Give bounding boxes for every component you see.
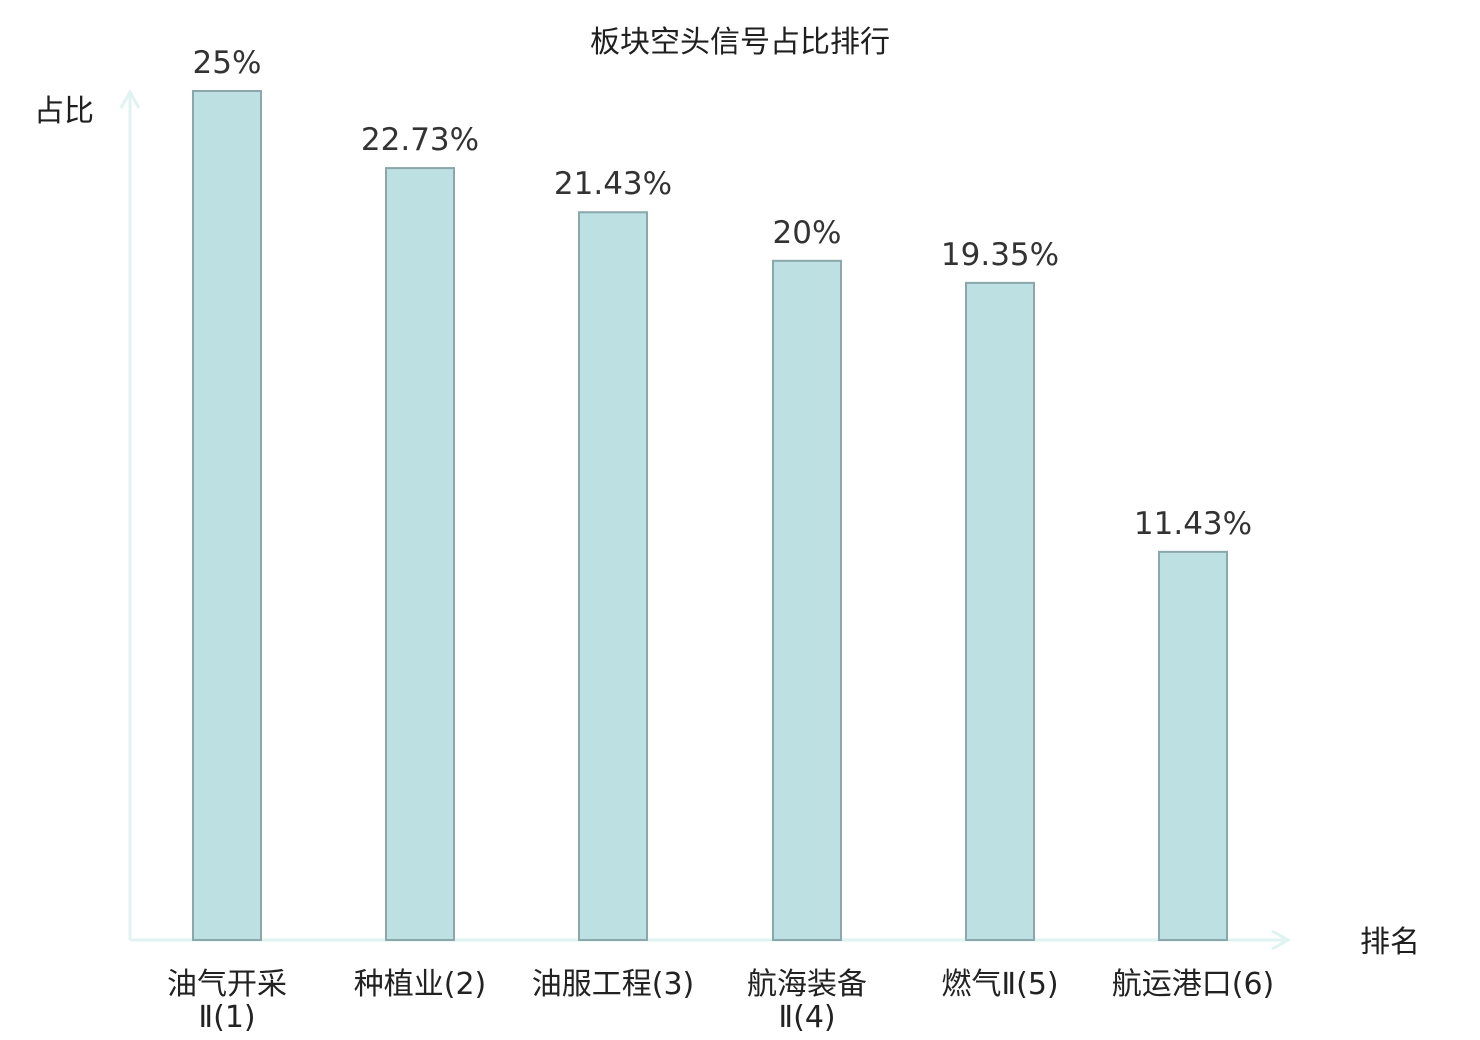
value-label-5: 19.35% [941, 237, 1059, 273]
value-label-2: 22.73% [361, 122, 479, 158]
y-axis-label: 占比 [34, 94, 94, 129]
axes-group [119, 88, 1292, 951]
x-tick-label-3-line-1: 油服工程(3) [532, 967, 695, 1002]
x-tick-label-4-line-1: 航海装备 [747, 967, 867, 1002]
bar-3 [578, 211, 648, 942]
x-tick-label-6-line-1: 航运港口(6) [1112, 967, 1275, 1002]
x-tick-label-1-line-1: 油气开采 [167, 967, 287, 1002]
x-axis-label: 排名 [1360, 925, 1420, 960]
value-label-6: 11.43% [1134, 506, 1252, 542]
value-label-1: 25% [193, 45, 262, 81]
bar-5 [965, 281, 1035, 941]
x-tick-label-2-line-1: 种植业(2) [354, 967, 487, 1002]
chart-title: 板块空头信号占比排行 [590, 25, 890, 60]
value-labels-group: 25% 22.73% 21.43% 20% 19.35% 11.43% [193, 45, 1253, 542]
bar-6 [1158, 550, 1228, 942]
value-label-3: 21.43% [554, 166, 672, 202]
x-tick-label-5-line-1: 燃气Ⅱ(5) [941, 967, 1058, 1002]
value-label-4: 20% [773, 215, 842, 251]
x-tick-label-4-line-2: Ⅱ(4) [778, 1000, 835, 1035]
y-axis-arrow-icon [119, 88, 141, 109]
bar-4 [772, 259, 842, 941]
x-axis-arrow-icon [1271, 929, 1292, 951]
bars-group [192, 90, 1228, 942]
bar-1 [192, 90, 262, 941]
x-tick-label-1-line-2: Ⅱ(1) [198, 1000, 255, 1035]
bar-2 [385, 167, 455, 942]
